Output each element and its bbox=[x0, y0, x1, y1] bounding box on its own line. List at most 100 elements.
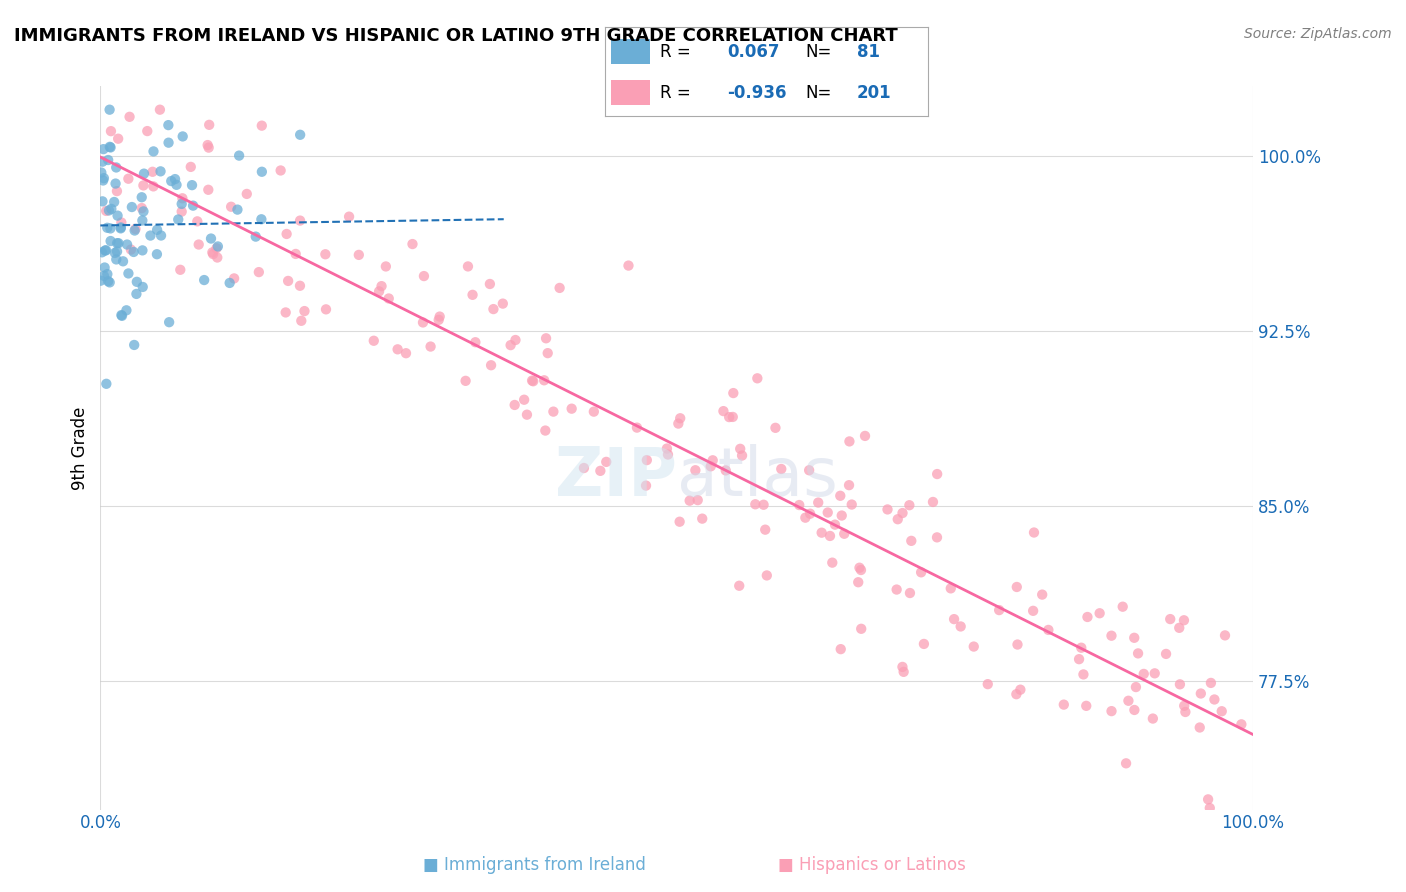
Point bbox=[721, 409, 744, 424]
Point bbox=[284, 247, 307, 261]
Point bbox=[100, 234, 122, 248]
Point bbox=[886, 582, 908, 597]
Point bbox=[193, 273, 215, 287]
Point bbox=[700, 459, 723, 474]
Point bbox=[1123, 631, 1146, 645]
Point bbox=[110, 221, 132, 235]
Point bbox=[169, 262, 191, 277]
Point bbox=[120, 243, 142, 257]
Point bbox=[747, 371, 769, 385]
Point bbox=[482, 302, 505, 317]
Text: Source: ZipAtlas.com: Source: ZipAtlas.com bbox=[1244, 27, 1392, 41]
Point bbox=[846, 575, 869, 590]
Point bbox=[543, 404, 565, 418]
Point bbox=[1022, 525, 1045, 540]
Point bbox=[200, 231, 222, 245]
Point bbox=[157, 136, 180, 150]
Point bbox=[395, 346, 418, 360]
Point bbox=[226, 202, 249, 217]
Point bbox=[142, 165, 165, 179]
Point bbox=[387, 343, 409, 357]
Point bbox=[122, 338, 145, 352]
Point bbox=[96, 203, 118, 218]
Point bbox=[288, 213, 311, 227]
Point bbox=[274, 305, 297, 319]
Point bbox=[93, 268, 115, 283]
Point bbox=[110, 220, 132, 235]
Point bbox=[294, 304, 316, 318]
Point bbox=[770, 462, 793, 476]
Point bbox=[1053, 698, 1076, 712]
Point bbox=[1173, 698, 1195, 713]
Point bbox=[315, 302, 337, 317]
Point bbox=[427, 313, 450, 327]
Point bbox=[794, 510, 817, 524]
Point bbox=[754, 523, 776, 537]
Point bbox=[250, 212, 273, 227]
Point bbox=[117, 171, 139, 186]
Point bbox=[118, 110, 141, 124]
Point bbox=[202, 247, 225, 261]
Point bbox=[685, 463, 707, 477]
Point bbox=[831, 508, 853, 523]
Point bbox=[412, 315, 434, 329]
Point bbox=[1115, 756, 1137, 771]
Point bbox=[461, 288, 484, 302]
Point bbox=[96, 376, 118, 391]
Point bbox=[198, 118, 221, 132]
Point bbox=[838, 434, 860, 449]
Point bbox=[505, 333, 527, 347]
Y-axis label: 9th Grade: 9th Grade bbox=[72, 406, 89, 490]
Point bbox=[111, 309, 134, 323]
Point bbox=[250, 119, 273, 133]
Point bbox=[731, 449, 754, 463]
Point bbox=[787, 498, 810, 512]
Point bbox=[429, 310, 451, 324]
Point bbox=[186, 214, 208, 228]
Point bbox=[413, 269, 436, 284]
Point bbox=[167, 212, 190, 227]
Point bbox=[1031, 588, 1053, 602]
Point bbox=[131, 244, 153, 258]
Point bbox=[1198, 801, 1220, 815]
Point bbox=[943, 612, 966, 626]
Point bbox=[160, 174, 183, 188]
Point bbox=[1211, 704, 1233, 718]
Point bbox=[1076, 698, 1098, 713]
Point bbox=[132, 280, 155, 294]
Point bbox=[830, 642, 852, 657]
Point bbox=[887, 512, 910, 526]
Point bbox=[891, 660, 914, 674]
Point bbox=[107, 209, 129, 223]
Point bbox=[132, 167, 155, 181]
Point bbox=[478, 277, 501, 291]
Point bbox=[876, 502, 898, 516]
Point bbox=[690, 511, 713, 525]
Point bbox=[728, 579, 751, 593]
Point bbox=[314, 247, 336, 261]
Point bbox=[1123, 703, 1146, 717]
Point bbox=[100, 140, 122, 154]
Bar bbox=[612, 80, 650, 105]
Point bbox=[1174, 705, 1197, 719]
Point bbox=[166, 178, 188, 192]
Text: 201: 201 bbox=[856, 84, 891, 102]
Point bbox=[250, 165, 273, 179]
Point bbox=[1005, 580, 1028, 594]
Point bbox=[669, 411, 692, 425]
Point bbox=[181, 178, 204, 193]
Point bbox=[713, 404, 735, 418]
Point bbox=[1142, 712, 1164, 726]
Point bbox=[589, 464, 612, 478]
Point bbox=[98, 276, 121, 290]
Point bbox=[205, 241, 228, 255]
Point bbox=[105, 252, 128, 267]
Point bbox=[149, 103, 172, 117]
Point bbox=[97, 274, 120, 288]
Point bbox=[165, 172, 187, 186]
Point bbox=[1204, 692, 1226, 706]
Point bbox=[1007, 638, 1029, 652]
Point bbox=[1112, 599, 1135, 614]
Point bbox=[668, 515, 690, 529]
Point bbox=[219, 200, 242, 214]
